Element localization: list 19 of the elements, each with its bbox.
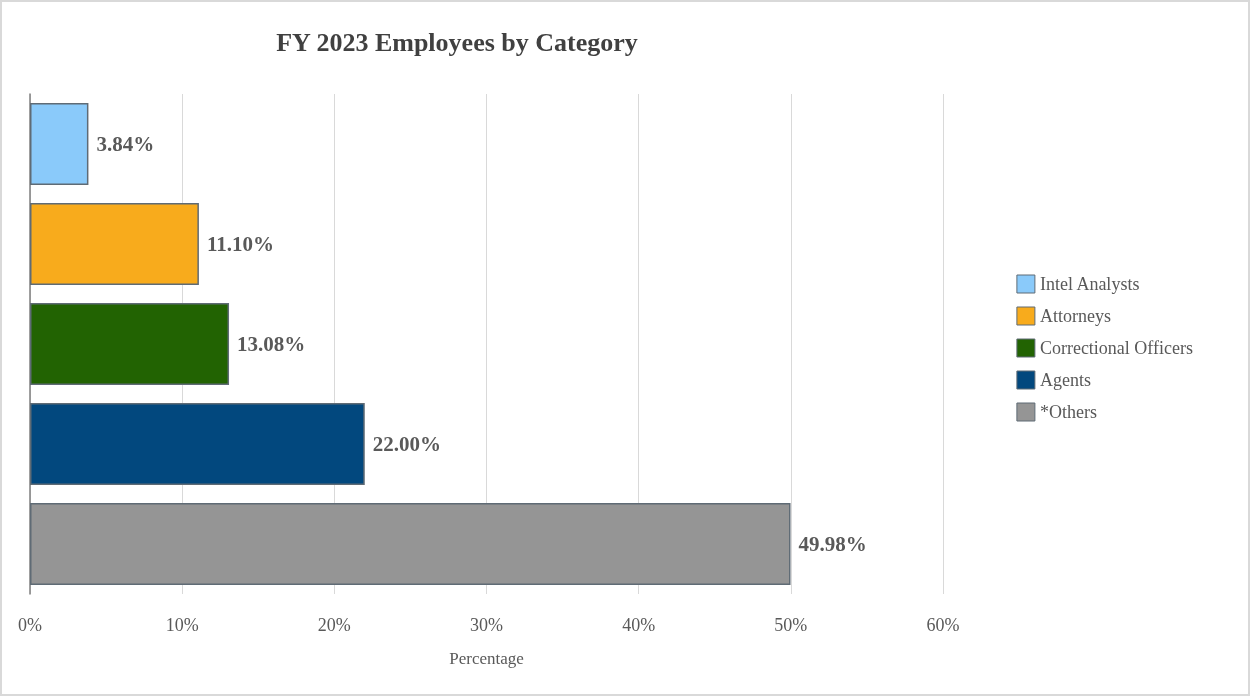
x-tick-label: 60% <box>926 615 960 635</box>
legend-label: Intel Analysts <box>1039 274 1140 294</box>
legend-label: *Others <box>1039 402 1097 422</box>
x-tick-label: 0% <box>18 615 42 635</box>
legend-label: Attorneys <box>1039 306 1111 326</box>
data-label: 11.10% <box>206 232 274 256</box>
data-label: 13.08% <box>237 332 306 356</box>
legend-label: Correctional Officers <box>1039 338 1193 358</box>
chart-title: FY 2023 Employees by Category <box>276 27 638 57</box>
x-tick-label: 30% <box>470 615 503 635</box>
x-tick-label: 50% <box>774 615 808 635</box>
data-label: 49.98% <box>798 532 867 556</box>
x-tick-label: 20% <box>317 615 351 635</box>
legend-label: Agents <box>1039 370 1091 390</box>
data-label: 3.84% <box>96 132 155 156</box>
x-axis-title: Percentage <box>449 649 524 668</box>
data-label: 22.00% <box>372 432 442 456</box>
x-tick-label: 10% <box>165 615 199 635</box>
x-tick-label: 40% <box>622 615 656 635</box>
